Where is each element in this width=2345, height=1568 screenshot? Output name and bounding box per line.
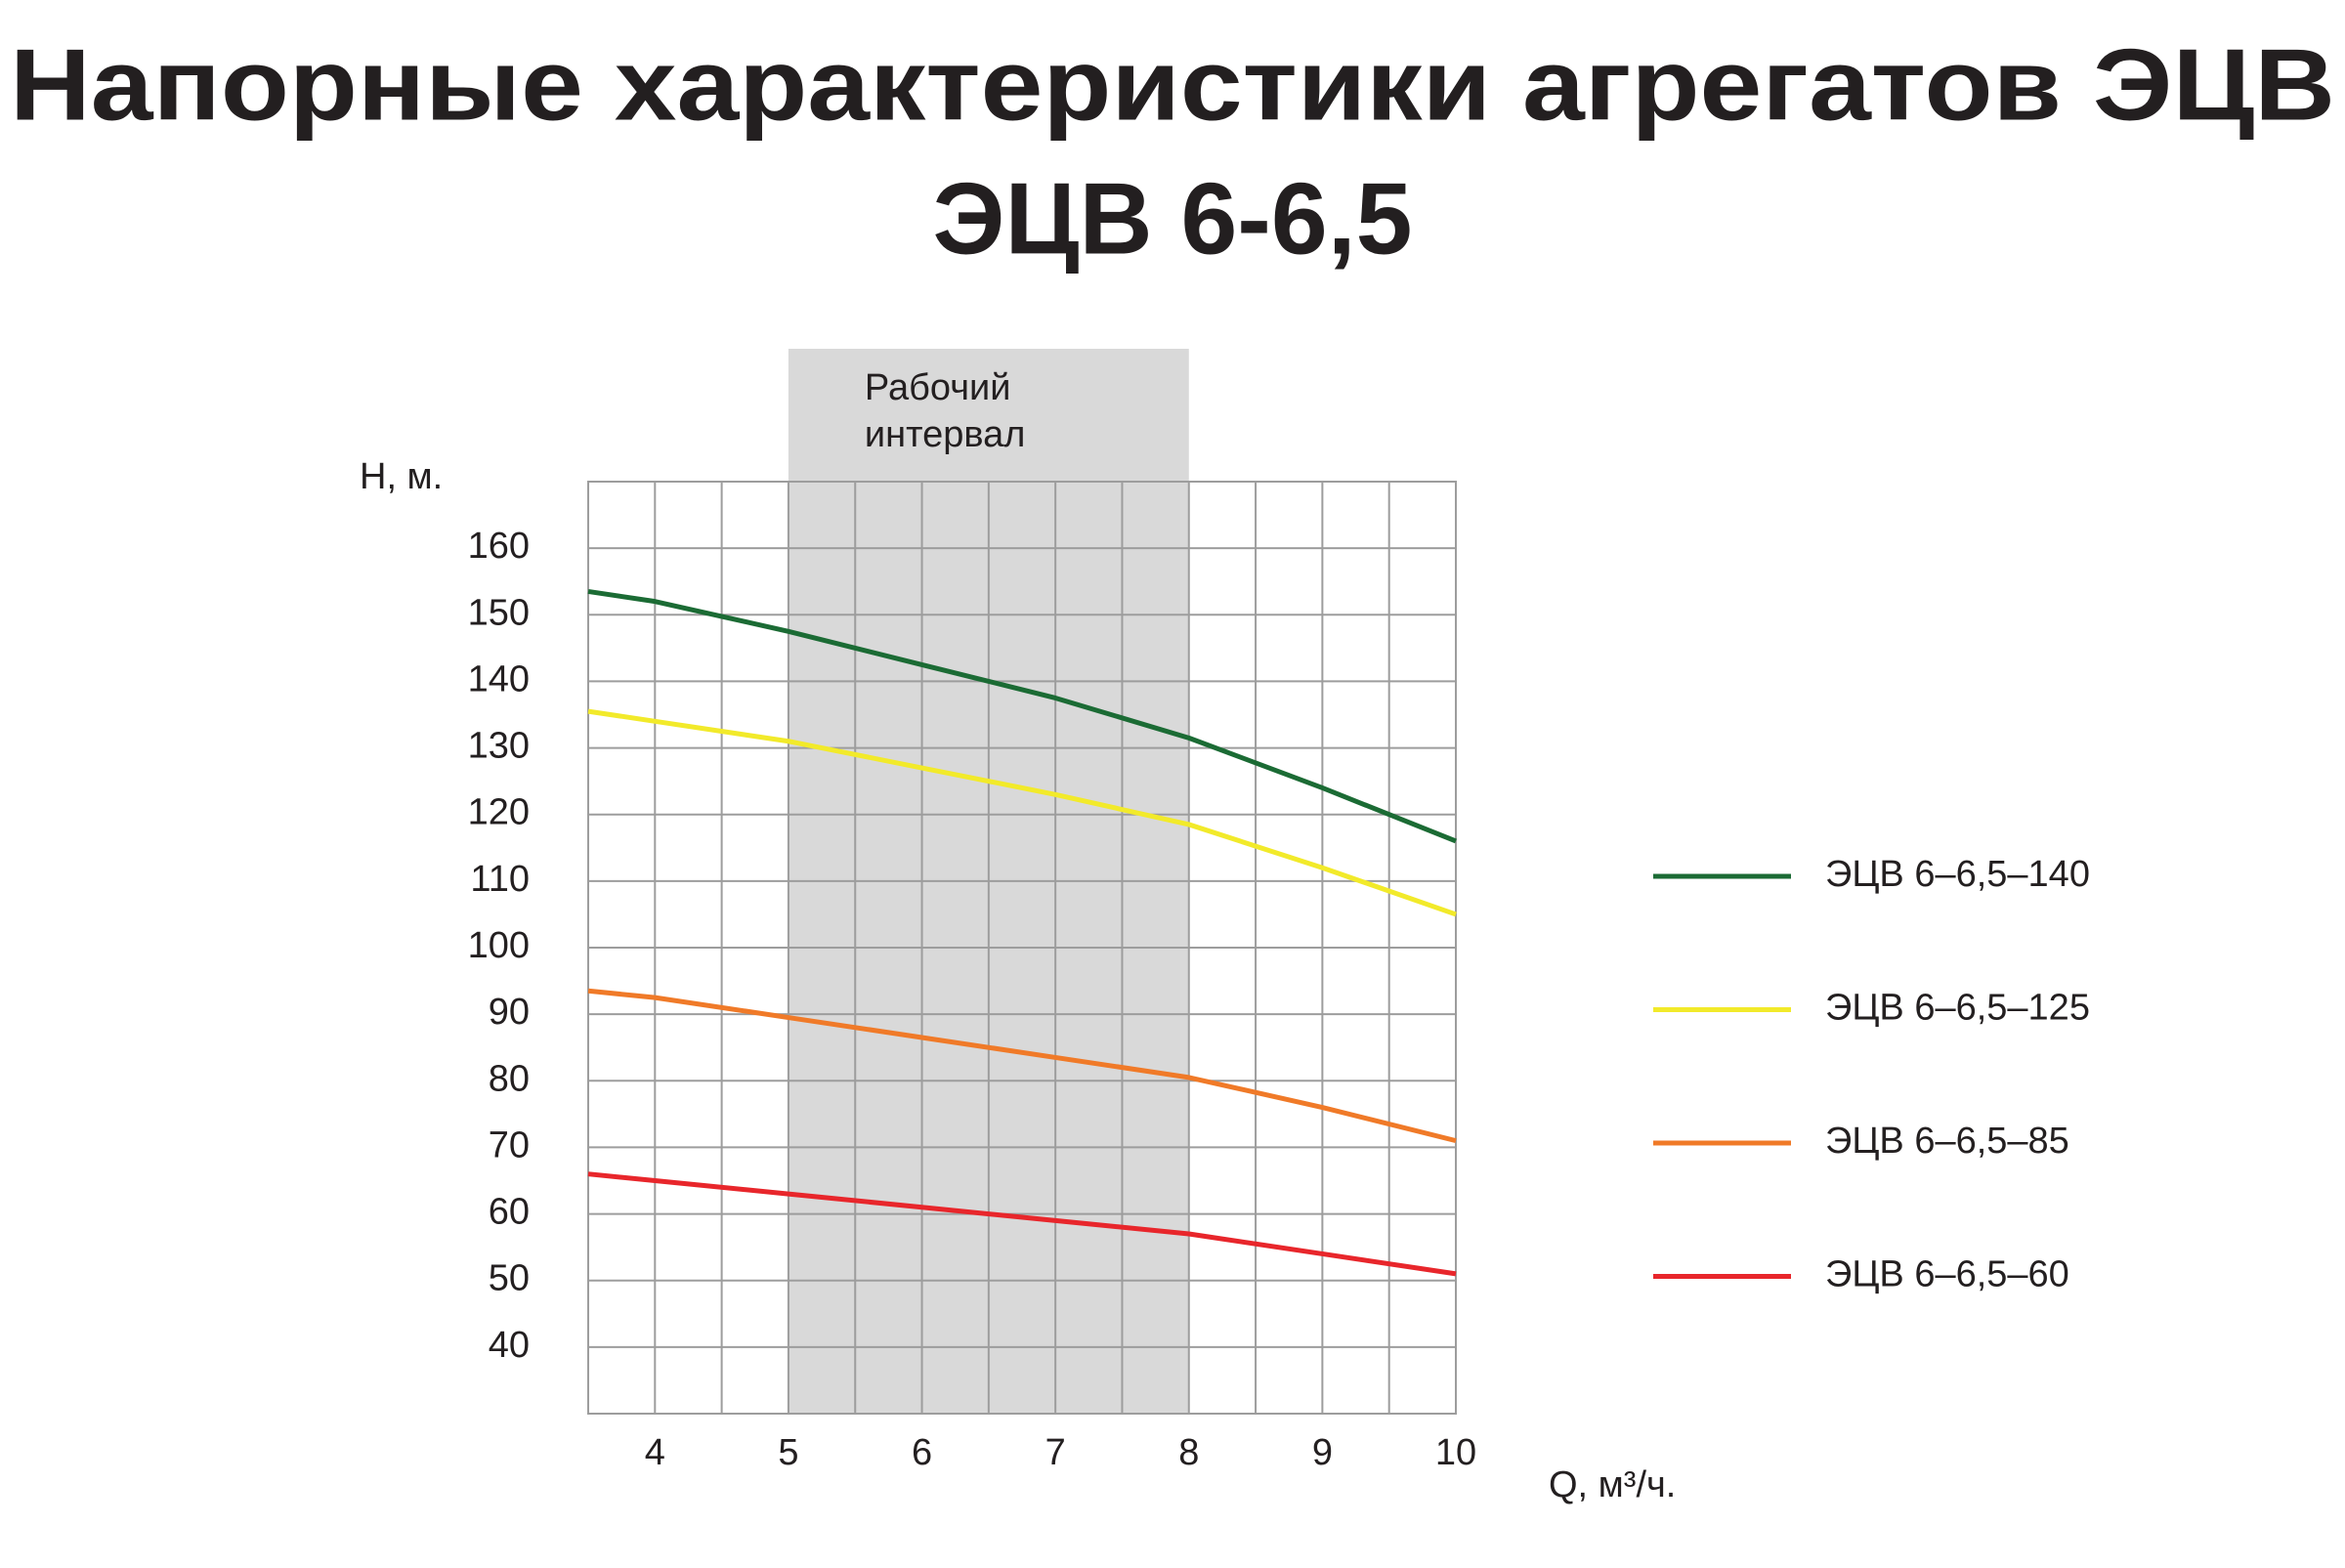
x-tick-label: 5 bbox=[778, 1432, 798, 1473]
x-tick-label: 7 bbox=[1045, 1432, 1066, 1473]
y-tick-label: 140 bbox=[468, 658, 530, 699]
legend-label: ЭЦВ 6–6,5–85 bbox=[1825, 1121, 2069, 1162]
series-line bbox=[587, 588, 1457, 844]
x-tick-label: 4 bbox=[645, 1432, 665, 1473]
series-line bbox=[587, 988, 1457, 1144]
series-line bbox=[587, 1171, 1457, 1277]
plot-frame bbox=[587, 481, 1457, 1415]
y-tick-label: 110 bbox=[470, 859, 530, 900]
y-tick-label: 70 bbox=[489, 1124, 530, 1165]
y-axis-label: H, м. bbox=[360, 456, 443, 497]
y-tick-label: 80 bbox=[489, 1058, 530, 1099]
x-tick-label: 10 bbox=[1435, 1432, 1476, 1473]
x-axis-label: Q, м³/ч. bbox=[1549, 1464, 1676, 1505]
y-tick-label: 90 bbox=[489, 992, 530, 1033]
y-tick-label: 60 bbox=[489, 1192, 530, 1233]
y-tick-label: 120 bbox=[468, 792, 530, 833]
chart-title: Напорные характеристики агрегатов ЭЦВ bbox=[10, 28, 2335, 142]
y-tick-label: 130 bbox=[468, 726, 530, 767]
legend-label: ЭЦВ 6–6,5–140 bbox=[1825, 854, 2090, 895]
y-tick-label: 160 bbox=[468, 526, 530, 567]
chart-subtitle: ЭЦВ 6-6,5 bbox=[932, 162, 1412, 275]
y-tick-label: 150 bbox=[468, 592, 530, 633]
annotation-text: Рабочий bbox=[865, 367, 1011, 408]
legend-label: ЭЦВ 6–6,5–60 bbox=[1825, 1254, 2069, 1295]
y-tick-label: 50 bbox=[489, 1258, 530, 1299]
legend-label: ЭЦВ 6–6,5–125 bbox=[1825, 988, 2090, 1029]
x-tick-label: 9 bbox=[1312, 1432, 1333, 1473]
x-tick-label: 8 bbox=[1178, 1432, 1199, 1473]
series-line bbox=[587, 708, 1457, 917]
y-tick-label: 100 bbox=[468, 925, 530, 966]
x-tick-label: 6 bbox=[912, 1432, 932, 1473]
annotation-text: интервал bbox=[865, 414, 1026, 455]
y-tick-label: 40 bbox=[489, 1325, 530, 1366]
